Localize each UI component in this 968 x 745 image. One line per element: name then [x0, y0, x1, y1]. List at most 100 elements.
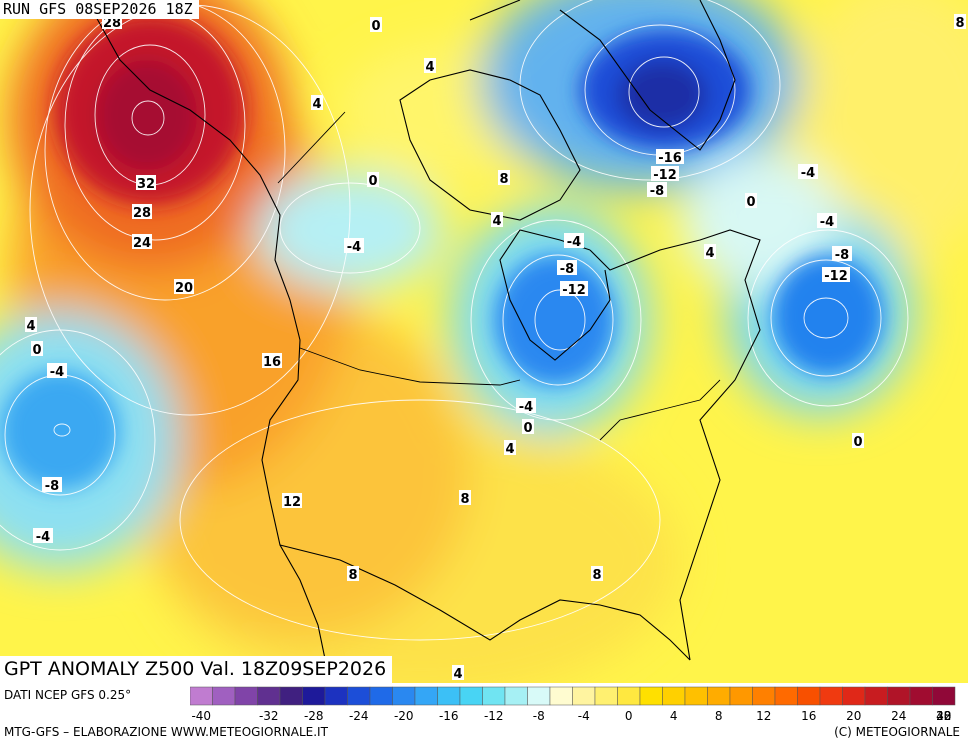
contour-label: 8	[499, 172, 508, 187]
contour-label-bg	[347, 566, 359, 581]
data-source-label: DATI NCEP GFS 0.25°	[4, 688, 132, 702]
contour-label: -8	[650, 184, 664, 199]
contour-label-bg	[311, 95, 323, 110]
colorbar-tick-label: -16	[439, 709, 459, 723]
contour-label: 8	[955, 16, 964, 31]
colorbar-swatch	[257, 686, 281, 706]
colorbar-swatch	[819, 686, 843, 706]
colorbar-swatch	[437, 686, 461, 706]
colorbar-swatch	[414, 686, 438, 706]
colorbar-swatch	[392, 686, 416, 706]
colorbar-tick-label: 4	[670, 709, 678, 723]
contour-label: 0	[32, 343, 41, 358]
contour-label: -4	[820, 215, 834, 230]
contour-label-bg	[656, 149, 684, 164]
contour-label: 20	[175, 281, 193, 296]
anomaly-field	[0, 0, 968, 683]
colorbar-swatch	[347, 686, 371, 706]
contour-label-bg	[344, 238, 364, 253]
contour-label-bg	[367, 172, 379, 187]
colorbar-swatch	[527, 686, 551, 706]
contour-label-bg	[282, 493, 302, 508]
contour-label-bg	[47, 363, 67, 378]
contour-label: 4	[453, 667, 462, 682]
contour-label: -4	[50, 365, 64, 380]
contour-label-bg	[132, 234, 152, 249]
contour-label-bg	[557, 260, 577, 275]
contour-label: -16	[658, 151, 682, 166]
colorbar-swatch	[212, 686, 236, 706]
contour-label: -8	[560, 262, 574, 277]
contour-label: 4	[505, 442, 514, 457]
contour-label-bg	[832, 246, 852, 261]
contour-label: -8	[45, 479, 59, 494]
colorbar-tick-label: 8	[715, 709, 723, 723]
colorbar-swatch	[864, 686, 888, 706]
contour-label-bg	[42, 477, 62, 492]
colorbar-swatch	[662, 686, 686, 706]
colorbar-tick-label: -12	[484, 709, 504, 723]
contour-label-bg	[31, 341, 43, 356]
contour-label: 0	[746, 195, 755, 210]
colorbar-tick-label: 12	[756, 709, 771, 723]
contour-label: 0	[371, 19, 380, 34]
contour-label-bg	[852, 433, 864, 448]
colorbar-tick-label: 40	[936, 709, 951, 723]
contour-label: 0	[368, 174, 377, 189]
colorbar-tick-label: 16	[801, 709, 816, 723]
contour-label: -12	[653, 168, 677, 183]
colorbar-swatch	[572, 686, 596, 706]
contour-label-bg	[33, 528, 53, 543]
contour-label-bg	[651, 166, 679, 181]
contour-label: -8	[835, 248, 849, 263]
colorbar-tick-label: -20	[394, 709, 414, 723]
colorbar-swatch	[797, 686, 821, 706]
contour-label-bg	[452, 665, 464, 680]
contour-label: 4	[492, 214, 501, 229]
contour-label: -4	[567, 235, 581, 250]
contour-label: 8	[460, 492, 469, 507]
contour-label-bg	[370, 17, 382, 32]
colorbar-swatch	[887, 686, 911, 706]
colorbar-tick-label: -24	[349, 709, 369, 723]
contour-lines	[0, 0, 909, 641]
colorbar-swatch	[752, 686, 776, 706]
contour-label-bg	[504, 440, 516, 455]
colorbar-swatch	[842, 686, 866, 706]
contour-label-bg	[262, 353, 282, 368]
colorbar-swatch	[549, 686, 573, 706]
contour-label-bg	[136, 175, 156, 190]
contour-label-bg	[704, 244, 716, 259]
run-title: RUN GFS 08SEP2026 18Z	[0, 0, 199, 19]
contour-label: 24	[133, 236, 151, 251]
colorbar-tick-label: -28	[304, 709, 324, 723]
contour-label: -4	[519, 400, 533, 415]
colorbar-swatch	[302, 686, 326, 706]
colorbar-tick-label: -32	[259, 709, 279, 723]
contour-label-bg	[822, 267, 850, 282]
contour-label-bg	[954, 14, 966, 29]
contour-label: -4	[801, 166, 815, 181]
contour-label-bg	[174, 279, 194, 294]
coastlines	[94, 0, 761, 683]
copyright-label: (C) METEOGIORNALE	[834, 725, 960, 739]
contour-label-bg	[591, 566, 603, 581]
contour-label: -12	[824, 269, 848, 284]
contour-label-bg	[745, 193, 757, 208]
anomaly-cores	[0, 15, 883, 490]
colorbar-swatch	[774, 686, 798, 706]
contour-label-bg	[516, 398, 536, 413]
colorbar-tick-label: 32	[936, 709, 951, 723]
contour-label: 12	[283, 495, 301, 510]
colorbar-tick-label: -8	[533, 709, 545, 723]
colorbar-tick-label: -40	[191, 709, 211, 723]
colorbar-swatch	[729, 686, 753, 706]
colorbar-swatch	[932, 686, 956, 706]
contour-label: 0	[523, 421, 532, 436]
contour-label-bg	[522, 419, 534, 434]
colorbar-swatch	[594, 686, 618, 706]
colorbar-tick-label: 28	[936, 709, 951, 723]
colorbar-swatch	[369, 686, 393, 706]
